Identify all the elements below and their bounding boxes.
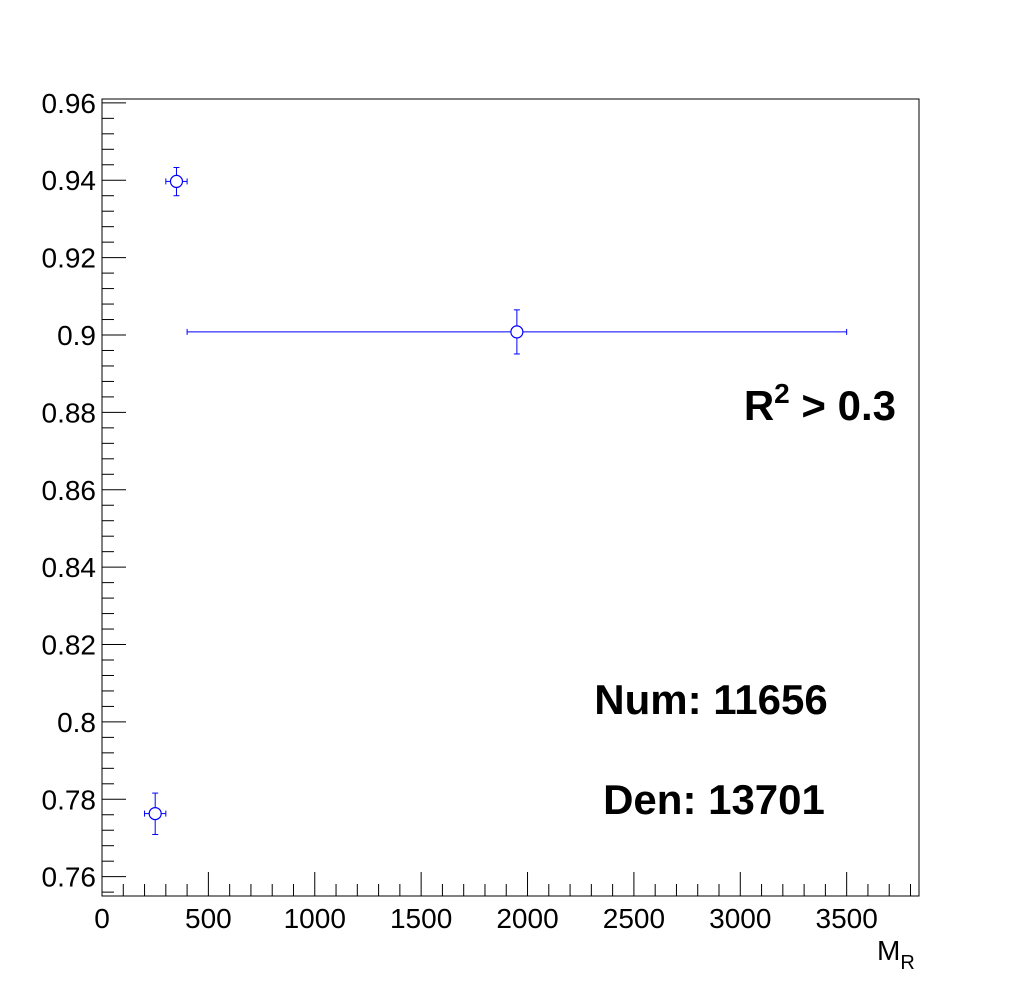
x-tick-label: 2500 [603, 903, 665, 934]
x-axis-label-main: M [877, 935, 900, 966]
x-tick-label: 2000 [496, 903, 558, 934]
x-tick-label: 500 [185, 903, 232, 934]
y-tick-label: 0.78 [42, 784, 97, 815]
y-tick-label: 0.96 [42, 88, 97, 119]
y-tick-label: 0.88 [42, 397, 97, 428]
x-tick-label: 3500 [816, 903, 878, 934]
y-tick-label: 0.86 [42, 475, 97, 506]
y-tick-label: 0.92 [42, 243, 97, 274]
x-tick-label: 1500 [390, 903, 452, 934]
annotation-r2-rest: > 0.3 [790, 382, 896, 429]
x-tick-label: 3000 [709, 903, 771, 934]
y-tick-label: 0.76 [42, 862, 97, 893]
annotation-numerator: Num: 11656 [594, 676, 827, 723]
x-axis-tick-labels: 0 500 1000 1500 2000 2500 3000 3500 [94, 903, 878, 934]
annotation-r2-superscript: 2 [774, 378, 790, 409]
data-point [144, 792, 167, 835]
annotation-r2-main: R [744, 382, 774, 429]
y-tick-label: 0.82 [42, 630, 97, 661]
data-point [165, 166, 188, 197]
y-tick-label: 0.94 [42, 165, 97, 196]
y-axis-tick-labels: 0.76 0.78 0.8 0.82 0.84 0.86 0.88 0.9 0.92 0.94 0.… [42, 88, 97, 893]
marker-open-circle [169, 174, 184, 189]
annotation-r2-cut: R2 > 0.3 [744, 378, 896, 429]
data-point [186, 309, 848, 355]
data-points [144, 166, 848, 835]
x-axis-label: MR [877, 935, 915, 974]
plot-frame [101, 98, 920, 897]
marker-open-circle [510, 325, 524, 339]
x-tick-label: 1000 [284, 903, 346, 934]
y-tick-label: 0.84 [42, 552, 97, 583]
y-axis-ticks [102, 102, 126, 893]
y-tick-label: 0.8 [57, 707, 96, 738]
y-tick-label: 0.9 [57, 320, 96, 351]
annotation-denominator: Den: 13701 [603, 776, 825, 823]
x-axis-label-subscript: R [900, 952, 914, 974]
x-tick-label: 0 [94, 903, 110, 934]
x-axis-ticks [101, 872, 911, 896]
marker-open-circle [148, 806, 162, 821]
